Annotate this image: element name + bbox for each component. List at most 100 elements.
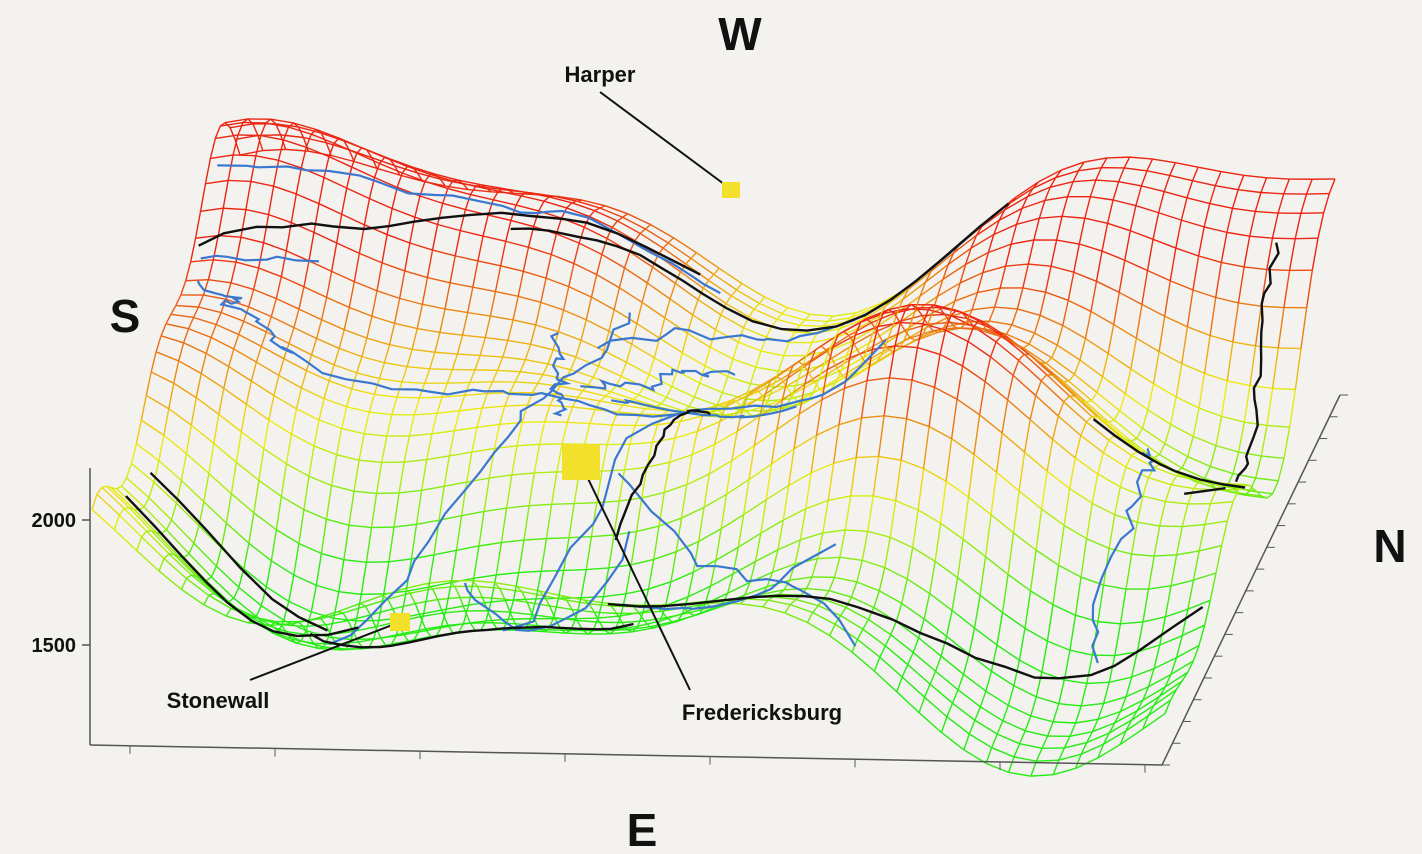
- mesh-line: [1073, 359, 1081, 375]
- mesh-line: [228, 365, 252, 382]
- mesh-line: [446, 604, 469, 610]
- mesh-line: [218, 388, 225, 415]
- mesh-line: [753, 302, 760, 310]
- mesh-line: [388, 323, 396, 345]
- mesh-line: [333, 142, 358, 154]
- mesh-line: [996, 720, 1004, 735]
- mesh-line: [178, 342, 185, 362]
- mesh-line: [1074, 705, 1082, 724]
- mesh-line: [270, 620, 277, 626]
- compass-north: N: [1373, 520, 1406, 572]
- mesh-line: [862, 628, 886, 647]
- mesh-line: [318, 419, 342, 430]
- mesh-line: [884, 634, 892, 647]
- mesh-line: [311, 133, 335, 144]
- mesh-line: [582, 390, 606, 397]
- mesh-line: [859, 340, 883, 355]
- mesh-line: [622, 404, 646, 410]
- mesh-line: [904, 330, 911, 339]
- mesh-line: [1117, 167, 1125, 182]
- mesh-line: [168, 408, 192, 426]
- mesh-line: [1181, 456, 1189, 469]
- mesh-line: [978, 320, 985, 323]
- mesh-line: [111, 487, 117, 490]
- mesh-line: [101, 486, 125, 510]
- mesh-line: [709, 560, 717, 587]
- mesh-line: [1063, 395, 1070, 403]
- mesh-line: [193, 316, 217, 326]
- mesh-line: [175, 502, 200, 527]
- mesh-line: [1232, 302, 1240, 342]
- mesh-line: [210, 336, 235, 350]
- mesh-line: [331, 270, 355, 283]
- mesh-line: [1288, 389, 1297, 428]
- mesh-line: [1266, 238, 1274, 270]
- mesh-line: [914, 295, 921, 312]
- mesh-line: [1124, 230, 1132, 261]
- mesh-line: [1131, 667, 1155, 678]
- mesh-line: [829, 635, 853, 653]
- mesh-line: [495, 290, 519, 298]
- mesh-line: [1069, 730, 1093, 737]
- mesh-line: [583, 599, 590, 605]
- mesh-line: [257, 135, 264, 151]
- mesh-line: [168, 383, 175, 409]
- mesh-line: [692, 314, 716, 331]
- mesh-line: [1097, 743, 1121, 759]
- mesh-line: [763, 385, 787, 399]
- town-label: Fredericksburg: [682, 700, 842, 725]
- mesh-line: [1022, 287, 1046, 293]
- river: [502, 339, 887, 632]
- mesh-line: [1221, 261, 1245, 268]
- mesh-line: [590, 502, 598, 537]
- mesh-line: [1124, 393, 1149, 411]
- mesh-line: [535, 324, 559, 333]
- mesh-line: [442, 202, 466, 211]
- mesh-line: [589, 422, 613, 426]
- mesh-line: [371, 157, 395, 167]
- mesh-line: [608, 564, 632, 569]
- mesh-line: [1249, 485, 1257, 492]
- mesh-line: [782, 508, 807, 521]
- mesh-line: [203, 595, 210, 606]
- mesh-line: [1027, 186, 1051, 198]
- mesh-line: [496, 356, 504, 371]
- mesh-line: [1124, 259, 1148, 272]
- mesh-line: [843, 357, 851, 389]
- mesh-line: [840, 614, 864, 630]
- mesh-line: [333, 591, 340, 619]
- mesh-line: [864, 348, 889, 363]
- mesh-line: [1192, 289, 1216, 299]
- mesh-line: [224, 122, 231, 129]
- mesh-line: [1244, 494, 1268, 499]
- mesh-line: [612, 424, 636, 427]
- mesh-line: [508, 617, 531, 620]
- mesh-line: [985, 690, 1009, 707]
- mesh-line: [1058, 679, 1066, 704]
- mesh-line: [505, 240, 529, 248]
- mesh-line: [248, 306, 272, 318]
- mesh-line: [560, 595, 568, 601]
- mesh-line: [248, 289, 255, 308]
- mesh-line: [113, 514, 120, 530]
- mesh-line: [979, 414, 1003, 434]
- road: [309, 622, 634, 649]
- mesh-line: [1049, 177, 1057, 188]
- mesh-line: [795, 370, 802, 386]
- mesh-line: [417, 327, 441, 334]
- mesh-line: [860, 380, 868, 419]
- mesh-line: [1204, 372, 1228, 382]
- mesh-line: [998, 207, 1023, 221]
- mesh-line: [878, 567, 886, 591]
- mesh-line: [522, 421, 545, 424]
- mesh-line: [280, 463, 288, 497]
- mesh-line: [629, 251, 653, 268]
- mesh-line: [469, 622, 477, 632]
- mesh-line: [1136, 695, 1160, 712]
- mesh-line: [366, 561, 389, 563]
- mesh-line: [303, 136, 327, 144]
- mesh-line: [949, 321, 957, 329]
- mesh-line: [1159, 616, 1167, 646]
- mesh-line: [187, 317, 195, 330]
